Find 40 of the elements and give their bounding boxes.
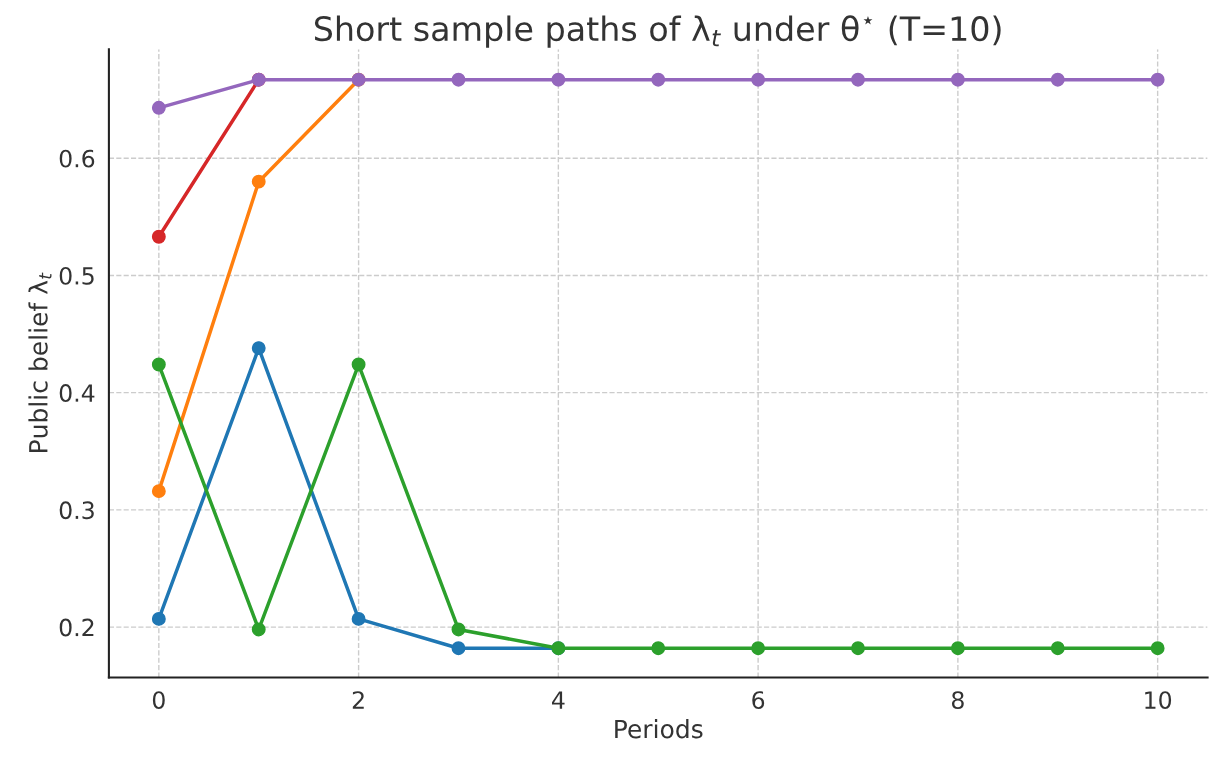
point (251, 622, 266, 637)
point (751, 641, 766, 656)
point (351, 611, 366, 626)
y-tick-label: 0.4 (59, 384, 95, 402)
point (251, 174, 266, 189)
point (1050, 72, 1065, 87)
point (151, 484, 166, 499)
point (950, 641, 965, 656)
point (451, 72, 466, 87)
point (151, 229, 166, 244)
point (151, 611, 166, 626)
point (151, 100, 166, 115)
point (1150, 641, 1165, 656)
x-tick-label: 10 (1145, 691, 1172, 709)
x-axis-title: Periods (615, 719, 703, 739)
point (451, 641, 466, 656)
point (151, 357, 166, 372)
x-tick-label: 0 (152, 691, 165, 709)
point (851, 641, 865, 656)
point (651, 641, 666, 656)
point (751, 72, 766, 87)
point (851, 72, 865, 87)
y-tick-label: 0.2 (59, 618, 94, 637)
x-tick-label: 2 (352, 691, 364, 709)
point (950, 72, 965, 87)
point (1150, 72, 1165, 87)
point (1050, 641, 1065, 656)
point (351, 357, 366, 372)
x-tick-label: 6 (752, 691, 765, 709)
y-axis-title: Public belief λ$_{t}$ (28, 272, 52, 453)
y-tick-label: 0.3 (59, 501, 94, 520)
x-tick-label: 8 (951, 691, 964, 709)
point (251, 341, 266, 356)
y-tick-label: 0.6 (59, 149, 95, 168)
point (451, 622, 466, 637)
y-tick-label: 0.5 (59, 266, 94, 285)
x-tick-label: 4 (552, 691, 565, 709)
chart-title: Short sample paths of λ$_{t}$ under θ$^{⋆}$ (T=10) (314, 15, 1001, 48)
point (551, 72, 566, 87)
point (651, 72, 666, 87)
